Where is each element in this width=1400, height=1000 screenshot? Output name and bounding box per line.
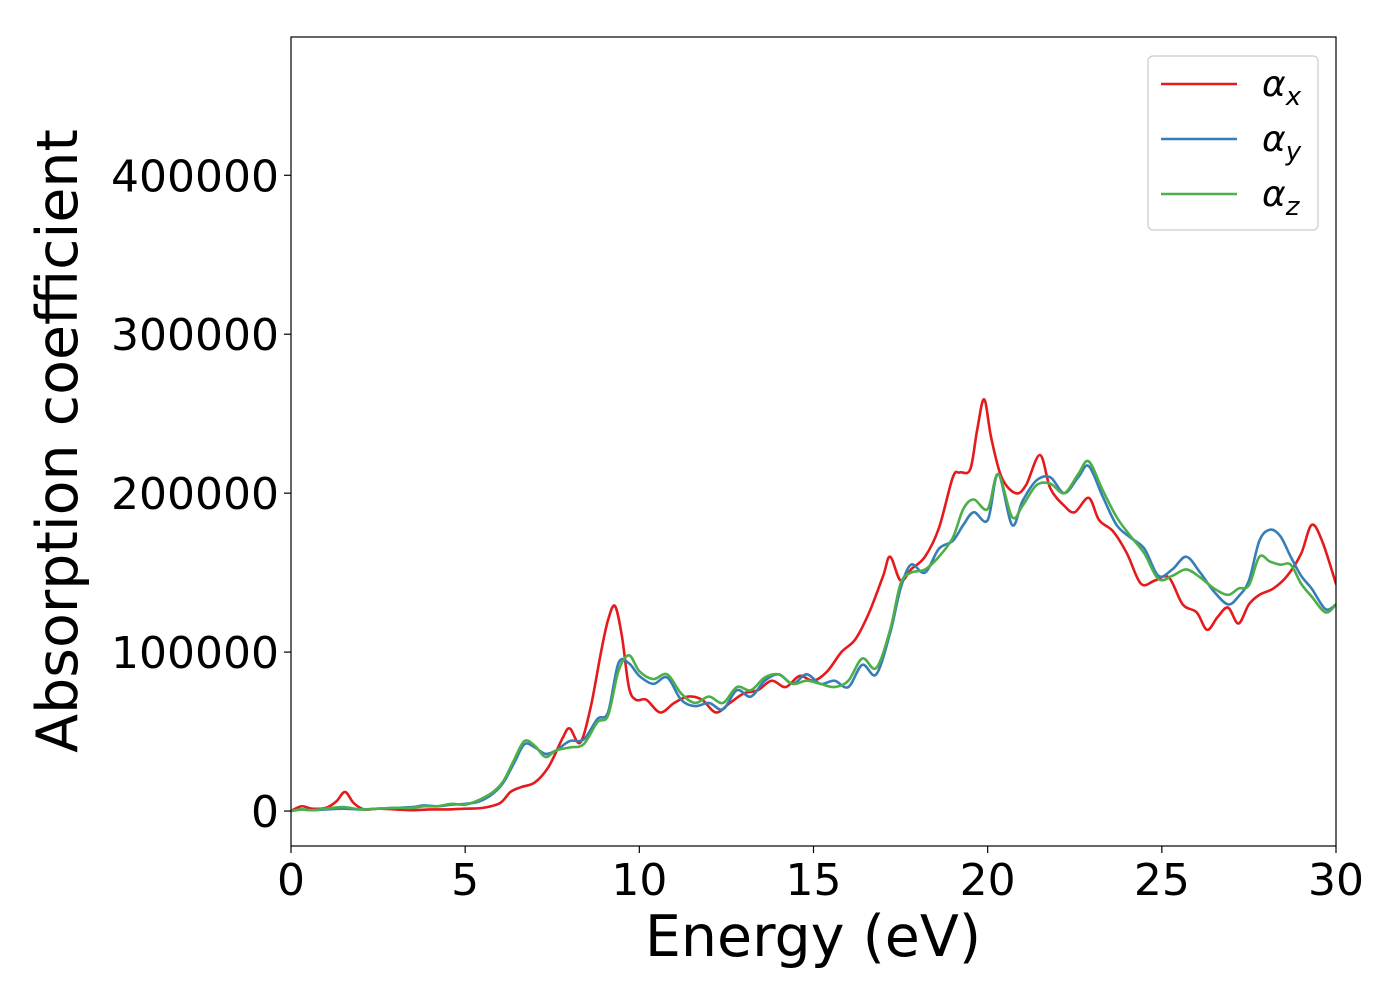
series-line-x: [291, 398, 1336, 813]
x-axis: 0 5 10 15 20 25 30: [277, 846, 1364, 906]
y-axis: 0 100000 200000 300000 400000: [111, 151, 291, 838]
series-lines: [291, 398, 1336, 813]
x-tick-label: 30: [1308, 855, 1364, 906]
x-tick-label: 25: [1134, 855, 1190, 906]
legend-frame: [1147, 55, 1319, 231]
y-tick-label: 200000: [111, 469, 279, 520]
x-tick-label: 0: [277, 855, 305, 906]
x-tick-label: 10: [611, 855, 667, 906]
series-line-z: [291, 459, 1336, 813]
x-tick-label: 15: [786, 855, 842, 906]
y-tick-label: 0: [251, 787, 279, 838]
y-tick-label: 100000: [111, 628, 279, 679]
x-axis-title: Energy (eV): [645, 904, 981, 970]
y-tick-label: 400000: [111, 151, 279, 202]
x-tick-label: 5: [451, 855, 479, 906]
y-axis-title: Absorption coefficient: [25, 129, 91, 753]
series-line-y: [291, 464, 1336, 813]
x-tick-label: 20: [960, 855, 1016, 906]
y-tick-label: 300000: [111, 310, 279, 361]
